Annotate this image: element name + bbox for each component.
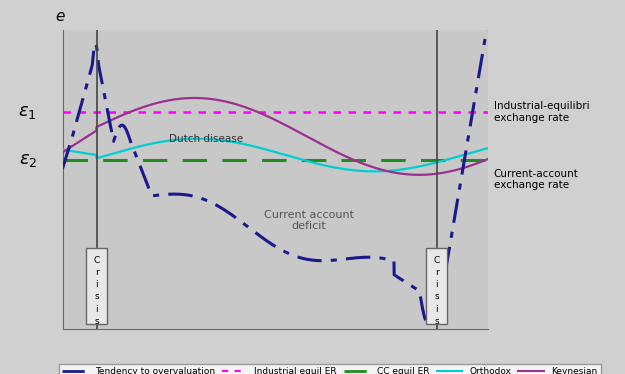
Legend: Tendency to overvaluation, Industrial equil ER, CC equil ER, Orthodox, Keynesian: Tendency to overvaluation, Industrial eq… <box>59 364 601 374</box>
Text: Industrial-equilibri
exchange rate: Industrial-equilibri exchange rate <box>494 101 589 123</box>
Text: $\boldsymbol{\varepsilon_1}$: $\boldsymbol{\varepsilon_1}$ <box>18 102 37 120</box>
Text: C: C <box>433 256 439 265</box>
Text: s: s <box>94 317 99 326</box>
Text: e: e <box>56 9 65 24</box>
Text: C: C <box>93 256 99 265</box>
Text: s: s <box>434 317 439 326</box>
Text: i: i <box>95 305 98 314</box>
FancyBboxPatch shape <box>426 248 447 324</box>
Text: r: r <box>434 268 438 277</box>
Text: $\boldsymbol{\varepsilon_2}$: $\boldsymbol{\varepsilon_2}$ <box>19 151 37 169</box>
FancyBboxPatch shape <box>86 248 107 324</box>
Text: i: i <box>435 280 437 289</box>
Text: i: i <box>95 280 98 289</box>
Text: r: r <box>94 268 98 277</box>
Text: Dutch disease: Dutch disease <box>169 134 243 144</box>
Text: s: s <box>94 292 99 301</box>
Text: i: i <box>435 305 437 314</box>
Text: Current-account
exchange rate: Current-account exchange rate <box>494 169 579 190</box>
Text: s: s <box>434 292 439 301</box>
Text: Current account
deficit: Current account deficit <box>264 209 354 231</box>
